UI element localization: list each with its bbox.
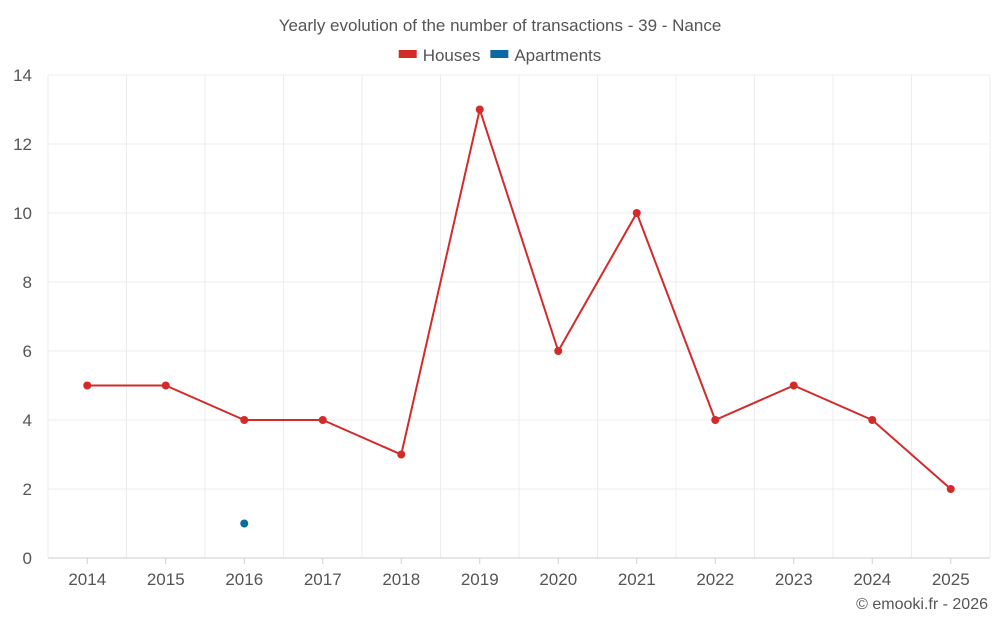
x-tick-label: 2025 — [932, 570, 970, 589]
data-point-houses[interactable] — [946, 485, 955, 493]
data-point-houses[interactable] — [240, 416, 249, 424]
plot-area — [83, 105, 955, 528]
legend-swatch-houses[interactable] — [398, 50, 417, 58]
y-tick-label: 10 — [13, 204, 32, 223]
series-line-houses — [87, 108, 952, 490]
y-tick-label: 14 — [13, 66, 32, 85]
x-tick-label: 2017 — [304, 570, 342, 589]
axes: 0 2 4 6 8 10 12 14 2014 2015 2016 2017 2018 2019 2020 2… — [13, 66, 990, 589]
legend-swatch-apartments[interactable] — [490, 50, 509, 58]
data-point-houses[interactable] — [711, 416, 720, 424]
x-tick-label: 2024 — [853, 570, 891, 589]
legend-label: Apartments — [514, 46, 601, 65]
y-tick-label: 0 — [23, 549, 32, 568]
grid — [47, 74, 991, 558]
y-tick-label: 12 — [13, 135, 32, 154]
x-tick-label: 2023 — [775, 570, 813, 589]
data-point-houses[interactable] — [868, 416, 877, 424]
legend-label: Houses — [423, 46, 481, 65]
x-tick-label: 2022 — [696, 570, 734, 589]
series-apartments — [240, 519, 249, 528]
data-point-houses[interactable] — [397, 450, 406, 459]
y-tick-label: 2 — [23, 480, 32, 499]
data-point-houses[interactable] — [161, 381, 170, 390]
data-point-houses[interactable] — [632, 209, 641, 217]
data-point-apartments[interactable] — [240, 519, 249, 528]
chart-title: Yearly evolution of the number of transa… — [279, 16, 722, 35]
y-tick-label: 4 — [23, 411, 32, 430]
data-point-houses[interactable] — [318, 416, 327, 424]
credit-text: © emooki.fr - 2026 — [856, 596, 988, 613]
x-tick-label: 2015 — [147, 570, 185, 589]
x-tick-label: 2016 — [225, 570, 263, 589]
data-point-houses[interactable] — [83, 381, 92, 390]
data-point-houses[interactable] — [789, 381, 798, 390]
x-tick-label: 2019 — [461, 570, 499, 589]
y-tick-label: 6 — [23, 342, 32, 361]
legend[interactable]: Houses Apartments — [398, 46, 602, 65]
data-point-houses[interactable] — [554, 347, 563, 355]
x-tick-label: 2014 — [68, 570, 106, 589]
x-tick-label: 2021 — [618, 570, 656, 589]
series-houses — [83, 105, 955, 493]
x-tick-label: 2018 — [382, 570, 420, 589]
x-tick-label: 2020 — [539, 570, 577, 589]
y-tick-label: 8 — [23, 273, 32, 292]
data-point-houses[interactable] — [475, 105, 484, 114]
